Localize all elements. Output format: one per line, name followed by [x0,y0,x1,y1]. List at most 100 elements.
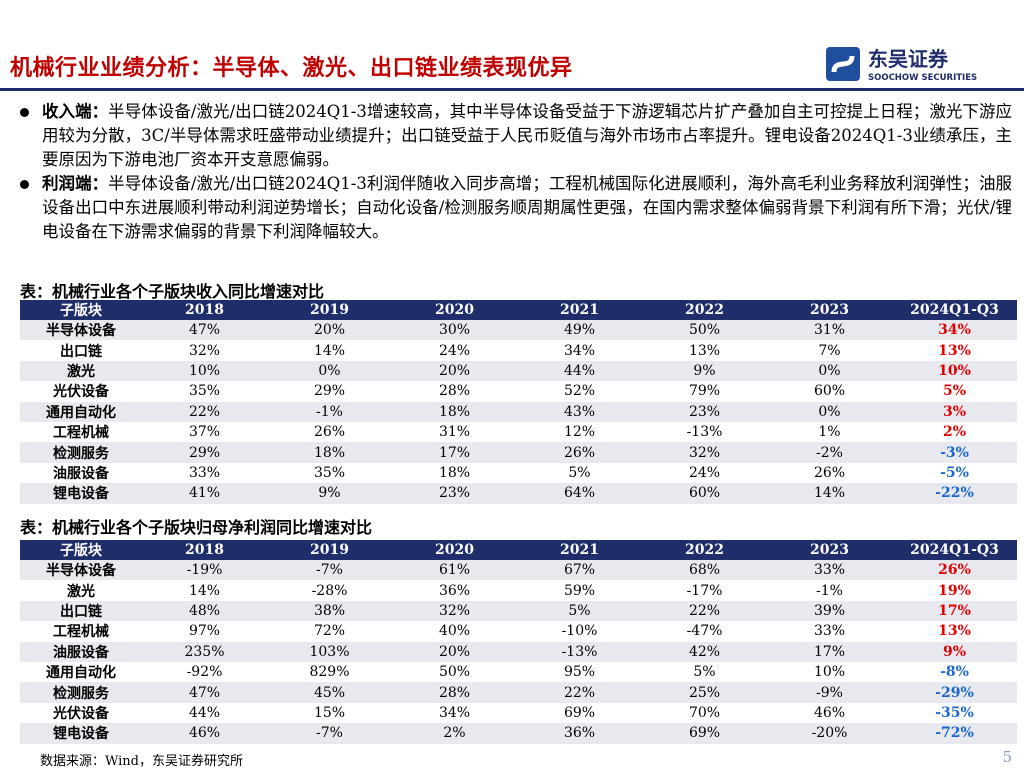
table-cell: -9% [767,682,892,703]
table-cell: 235% [142,641,267,662]
column-header: 2020 [392,540,517,560]
table-cell: -92% [186,664,223,681]
table-cell: 14% [767,483,892,504]
table-cell: -7% [267,560,392,581]
logo: 东吴证券 SOOCHOW SECURITIES [826,44,996,84]
column-header: 子版块 [20,540,142,560]
table-row: 油服设备 33% 35% 18% 5% 24% 26% -5% [20,463,1017,483]
table-cell: -13% [517,641,642,662]
table-cell: 7% [818,342,841,359]
table-row: 出口链 48% 38% 32% 5% 22% 39% 17% [20,600,1017,622]
table-cell: 18% [267,442,392,463]
table-cell: 44% [188,704,221,721]
logo-en: SOOCHOW SECURITIES [868,73,977,83]
table-cell: 检测服务 [20,442,142,463]
table-cell: 24% [438,342,471,359]
table-cell: 出口链 [60,343,102,360]
table-cell: 通用自动化 [20,401,142,422]
table-cell: 22% [142,401,267,422]
bullet-text: 半导体设备/激光/出口链2024Q1-3增速较高，其中半导体设备受益于下游逻辑芯… [42,102,1012,169]
table-cell: 28% [392,682,517,703]
column-header: 子版块 [20,300,142,320]
table-cell: 26% [517,442,642,463]
table-cell: 64% [517,483,642,504]
table-row: 激光 14% -28% 36% 59% -17% -1% 19% [20,580,1017,600]
table-cell: 17% [892,600,1017,622]
table-cell: 61% [392,560,517,581]
table-cell: 5% [693,664,716,681]
table-cell: 9% [267,483,392,504]
table-cell: 26% [813,464,846,481]
table-cell: 9% [892,641,1017,662]
table-cell: 38% [267,600,392,622]
table-cell: 5% [568,464,591,481]
table-cell: 17% [767,641,892,662]
table-row: 锂电设备 46% -7% 2% 36% 69% -20% -72% [20,723,1017,744]
table-cell: -5% [940,464,969,481]
table-cell: 79% [688,383,721,400]
table-cell: 10% [813,664,846,681]
table-cell: 45% [267,682,392,703]
table-row: 光伏设备 44% 15% 34% 69% 70% 46% -35% [20,703,1017,723]
table-cell: 30% [392,320,517,341]
table-cell: 39% [767,600,892,622]
table-row: 激光 10% 0% 20% 44% 9% 0% 10% [20,360,1017,382]
bullet: 利润端：半导体设备/激光/出口链2024Q1-3利润伴随收入同步高增；工程机械国… [14,172,1012,244]
table-cell: 10% [142,360,267,382]
table-cell: 103% [267,641,392,662]
column-header: 2021 [517,300,642,320]
logo-cn: 东吴证券 [868,47,949,71]
table-cell: -1% [267,401,392,422]
table-cell: 14% [188,582,221,599]
table-cell: 69% [642,723,767,744]
table-cell: 9% [642,360,767,382]
column-header: 2019 [267,300,392,320]
table-cell: 36% [517,723,642,744]
table-cell: 70% [688,704,721,721]
column-header: 2020 [392,300,517,320]
bullet-text: 半导体设备/激光/出口链2024Q1-3利润伴随收入同步高增；工程机械国际化进展… [42,174,1012,241]
table-cell: 44% [517,360,642,382]
table-row: 工程机械 97% 72% 40% -10% -47% 33% 13% [20,621,1017,641]
column-header: 2022 [642,300,767,320]
table-cell: 半导体设备 [20,560,142,581]
logo-graphic: 东吴证券 SOOCHOW SECURITIES [826,47,977,83]
table-cell: 60% [813,383,846,400]
table-cell: -13% [686,424,723,441]
table-caption: 表：机械行业各个子版块收入同比增速对比 [20,282,325,301]
table-cell: 49% [517,320,642,341]
table-cell: 50% [642,320,767,341]
table-caption: 表：机械行业各个子版块归母净利润同比增速对比 [20,518,373,537]
table-cell: 22% [642,600,767,622]
table-cell: 32% [188,342,221,359]
bullet-label: 收入端： [42,102,109,121]
table-cell: 43% [517,401,642,422]
table-cell: 41% [142,483,267,504]
table-row: 油服设备 235% 103% 20% -13% 42% 17% 9% [20,641,1017,662]
table-cell: 34% [892,320,1017,341]
table-cell: 0% [767,401,892,422]
table-cell: -2% [767,442,892,463]
table-cell: 油服设备 [53,465,109,482]
table-row: 通用自动化 22% -1% 18% 43% 23% 0% 3% [20,401,1017,422]
table-cell: 23% [642,401,767,422]
column-header: 2019 [267,540,392,560]
table-cell: 69% [563,704,596,721]
table-cell: 5% [517,600,642,622]
table-cell: 19% [938,582,971,599]
table-cell: -7% [267,723,392,744]
table-cell: 出口链 [20,600,142,622]
table-cell: -19% [142,560,267,581]
table-cell: 13% [938,623,971,640]
table-cell: 25% [642,682,767,703]
table-cell: 97% [188,623,221,640]
table-cell: 34% [563,342,596,359]
column-header: 2023 [767,300,892,320]
table-cell: 20% [392,641,517,662]
table-cell: 23% [392,483,517,504]
table-cell: 13% [938,342,971,359]
table-cell: 20% [392,360,517,382]
bullet: 收入端：半导体设备/激光/出口链2024Q1-3增速较高，其中半导体设备受益于下… [14,100,1012,172]
table-row: 光伏设备 35% 29% 28% 52% 79% 60% 5% [20,381,1017,401]
